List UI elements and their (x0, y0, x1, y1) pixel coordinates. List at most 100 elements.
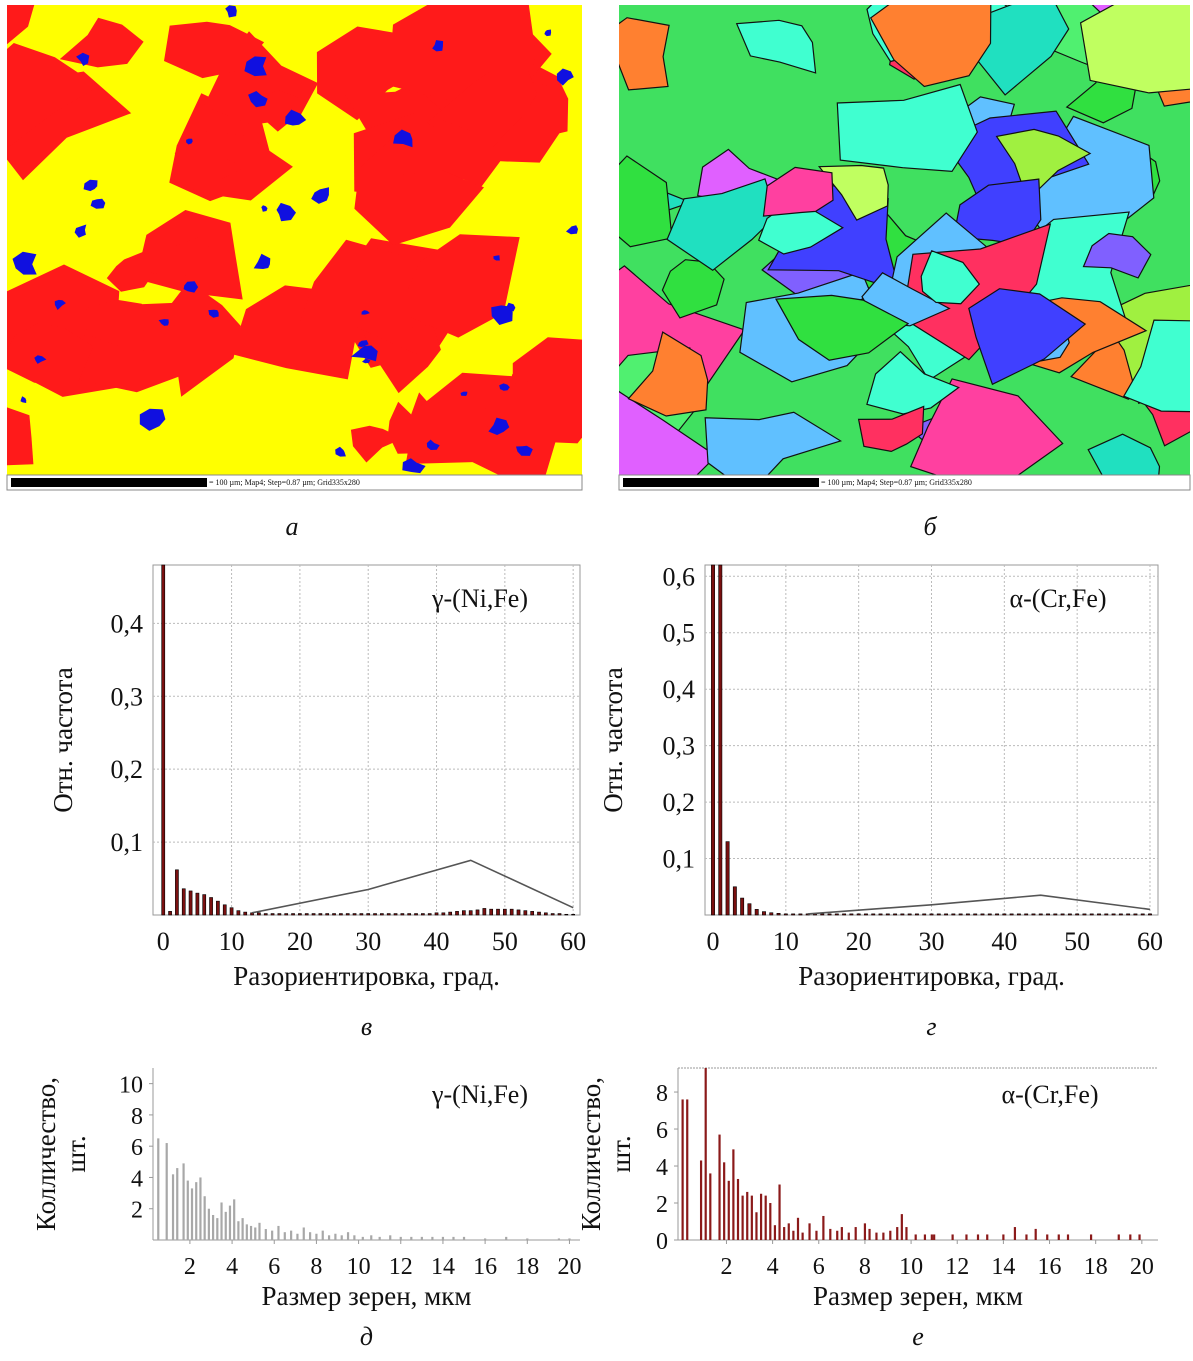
x-tick-label: 20 (557, 1254, 581, 1280)
bar (186, 1180, 189, 1240)
bar (930, 1234, 933, 1240)
bar (827, 913, 832, 916)
bar (773, 1225, 777, 1240)
x-tick-label: 12 (389, 1254, 413, 1280)
grain (362, 358, 371, 364)
x-tick-label: 40 (424, 927, 450, 956)
bar (431, 1236, 434, 1240)
caption: а (286, 512, 299, 541)
bar (366, 913, 371, 916)
grain (666, 178, 777, 272)
y-tick-label: 0,2 (663, 788, 696, 817)
bar (550, 913, 555, 916)
bar (801, 1232, 804, 1240)
grain (493, 255, 500, 261)
grain (619, 390, 718, 475)
bar (277, 1225, 280, 1240)
x-tick-label: 18 (1084, 1254, 1108, 1280)
grain (909, 378, 1064, 475)
bar (840, 1227, 843, 1240)
bar (762, 911, 766, 916)
scale-text: = 100 µm; Map4; Step=0.87 µm; Grid335x28… (209, 478, 360, 487)
bar (452, 1236, 455, 1240)
bar (995, 913, 999, 916)
bar (681, 1099, 684, 1240)
grain (491, 305, 513, 325)
bar (922, 913, 927, 916)
bar (1046, 1234, 1049, 1240)
bar (380, 913, 384, 916)
grain (704, 411, 843, 475)
bar (421, 913, 425, 916)
bar (889, 1230, 892, 1240)
x-tick-label: 8 (310, 1254, 322, 1280)
bar (386, 913, 391, 916)
bar (270, 913, 275, 916)
y-tick-label: 0,3 (663, 732, 696, 761)
bar (882, 1232, 885, 1240)
grain (361, 310, 370, 315)
bar (958, 913, 963, 916)
y-tick-label: 0,1 (111, 828, 144, 857)
bar (203, 1196, 206, 1240)
bar (427, 913, 432, 916)
bar (822, 1215, 825, 1240)
x-tick-label: 14 (991, 1254, 1015, 1280)
x-tick-label: 20 (1130, 1254, 1154, 1280)
bar (929, 913, 934, 916)
bar (986, 1234, 989, 1240)
bar (516, 909, 521, 916)
grain (54, 299, 66, 310)
grain (311, 187, 329, 204)
bar (332, 913, 336, 916)
y-tick-label: 0,5 (663, 619, 696, 648)
y-tick-label: 0,4 (663, 675, 696, 704)
x-tick-label: 2 (720, 1254, 732, 1280)
bar (462, 910, 466, 916)
bar (732, 886, 737, 916)
grain (298, 239, 417, 355)
bar (778, 1184, 781, 1240)
bar (568, 1238, 571, 1240)
bar (1138, 1234, 1141, 1240)
bar (296, 1233, 299, 1240)
x-tick-label: 10 (347, 1254, 371, 1280)
plot-area (152, 564, 581, 916)
bar (241, 1218, 244, 1240)
grain (139, 408, 166, 431)
grain (186, 138, 193, 145)
bar (1133, 913, 1138, 916)
x-tick-label: 6 (813, 1254, 825, 1280)
x-tick-label: 30 (919, 927, 945, 956)
bar (168, 911, 172, 916)
bar (776, 913, 781, 916)
grain (174, 134, 245, 180)
grain (158, 319, 169, 326)
bar (980, 913, 985, 916)
bar (965, 1234, 968, 1240)
grain (735, 19, 817, 74)
bar (370, 1235, 373, 1240)
bar (973, 913, 978, 916)
bar (327, 1235, 331, 1240)
grain (619, 155, 673, 248)
bar (182, 1163, 185, 1240)
grain (285, 109, 307, 126)
bar (505, 1236, 508, 1240)
grain (244, 56, 267, 77)
caption: г (926, 1012, 936, 1041)
bar (455, 911, 459, 916)
bar (1031, 913, 1036, 916)
bar (220, 1202, 223, 1240)
bar (304, 913, 309, 916)
grain (76, 52, 90, 66)
bar (976, 1234, 980, 1240)
bar (1060, 913, 1065, 916)
grain (857, 405, 925, 453)
bar (271, 1230, 274, 1240)
bar (489, 908, 494, 916)
bar (195, 1182, 198, 1240)
bar (237, 1221, 240, 1240)
bar (181, 888, 186, 916)
bar (346, 1232, 350, 1240)
